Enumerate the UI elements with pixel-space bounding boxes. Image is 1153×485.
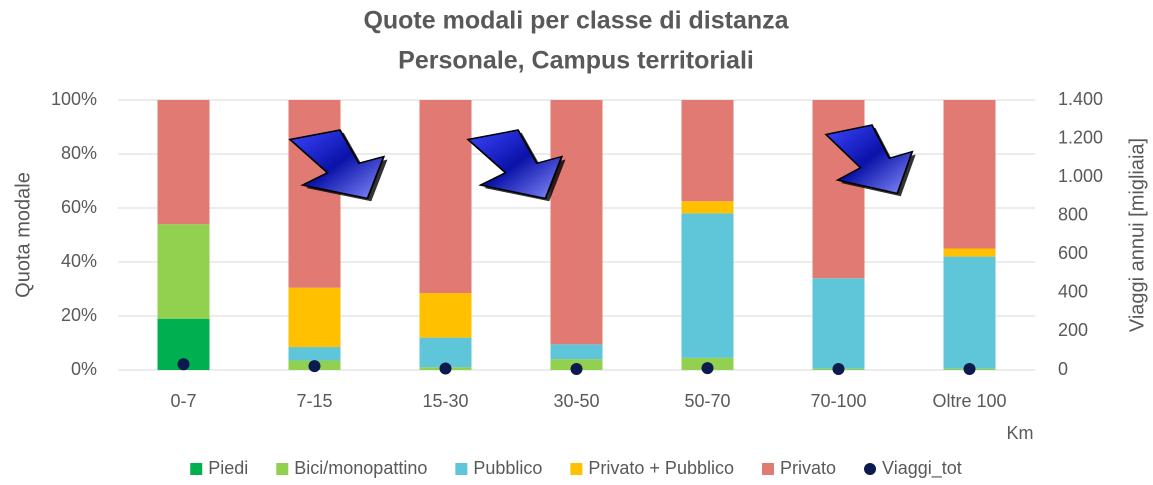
bar-segment	[943, 100, 996, 249]
legend-marker	[276, 463, 289, 475]
point	[439, 362, 452, 375]
bar-segment	[681, 213, 734, 358]
y-tick-label: 60%	[61, 197, 97, 217]
legend-label: Piedi	[208, 458, 248, 478]
bar-segment	[681, 201, 734, 214]
chart-subtitle: Personale, Campus territoriali	[398, 47, 754, 75]
y2-tick-label: 800	[1058, 204, 1088, 224]
x-tick-label: 70-100	[810, 391, 866, 411]
legend-label: Privato + Pubblico	[588, 458, 734, 478]
point	[832, 363, 845, 376]
y2-axis-title: Viaggi annui [migliaia]	[1126, 138, 1148, 332]
legend-label: Pubblico	[473, 458, 542, 478]
y-axis-title: Quota modale	[12, 172, 34, 298]
chart-title: Quote modali per classe di distanza	[363, 7, 789, 35]
x-tick-label: 15-30	[422, 391, 468, 411]
x-tick-label: 50-70	[684, 391, 730, 411]
legend-label: Privato	[780, 458, 836, 478]
y2-tick-label: 0	[1058, 359, 1068, 379]
bar-segment	[419, 100, 472, 294]
bar-segment	[681, 100, 734, 202]
bar-segment	[812, 278, 865, 369]
y2-tick-label: 600	[1058, 243, 1088, 263]
bar-segment	[288, 100, 341, 288]
legend: Piedi Bici/monopattino Pubblico Privato + P…	[190, 458, 962, 479]
legend-label: Bici/monopattino	[294, 458, 427, 478]
bar-segment	[812, 100, 865, 279]
y-tick-label: 40%	[61, 251, 97, 271]
legend-item: Viaggi_tot	[864, 458, 962, 479]
point	[308, 360, 321, 373]
y2-tick-label: 200	[1058, 320, 1088, 340]
point	[570, 363, 583, 376]
point	[177, 358, 190, 371]
legend-item: Pubblico	[455, 458, 542, 478]
legend-label: Viaggi_tot	[882, 458, 962, 479]
x-tick-label: 0-7	[170, 391, 196, 411]
bar-segment	[288, 347, 341, 361]
point	[963, 363, 976, 376]
bar-segment	[419, 337, 472, 368]
legend-item: Bici/monopattino	[276, 458, 427, 478]
x-tick-label: 30-50	[553, 391, 599, 411]
bar-segment	[157, 224, 210, 319]
bar-segment	[943, 256, 996, 369]
bar-segment	[419, 293, 472, 338]
y2-tick-label: 1.000	[1058, 166, 1103, 186]
y2-tick-label: 400	[1058, 282, 1088, 302]
legend-item: Piedi	[190, 458, 248, 478]
legend-item: Privato + Pubblico	[570, 458, 734, 478]
legend-marker	[570, 463, 583, 475]
legend-marker	[864, 463, 877, 475]
y2-tick-label: 1.400	[1058, 89, 1103, 109]
x-tick-label: Oltre 100	[932, 391, 1006, 411]
bar-segment	[550, 344, 603, 360]
plot-area	[118, 99, 1035, 376]
legend-marker	[761, 463, 774, 475]
bar-segment	[550, 100, 603, 345]
y-tick-label: 0%	[71, 359, 97, 379]
legend-marker	[190, 463, 203, 475]
legend-item: Privato	[761, 458, 836, 478]
y-tick-label: 80%	[61, 143, 97, 163]
point	[701, 362, 714, 375]
x-axis-title: Km	[1007, 423, 1034, 443]
y-tick-label: 20%	[61, 305, 97, 325]
bar-segment	[943, 248, 996, 257]
bar-segment	[288, 287, 341, 348]
y-tick-label: 100%	[51, 89, 97, 109]
y2-tick-label: 1.200	[1058, 127, 1103, 147]
x-tick-label: 7-15	[296, 391, 332, 411]
bar-segment	[157, 100, 210, 225]
legend-marker	[455, 463, 468, 475]
